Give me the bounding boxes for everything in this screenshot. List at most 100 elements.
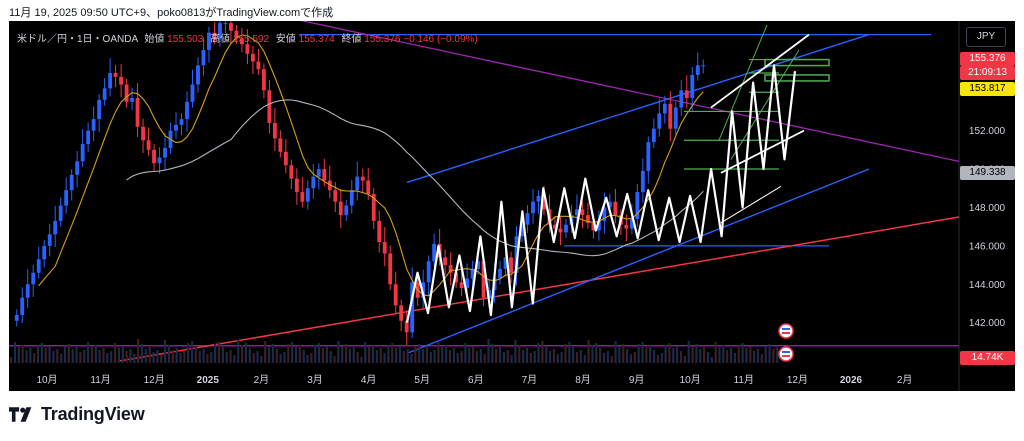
volume-bar (287, 344, 290, 363)
volume-bar (672, 348, 675, 363)
volume-bar (221, 347, 224, 363)
candle-body (152, 149, 156, 164)
volume-bar (187, 343, 190, 363)
volume-bar (13, 342, 17, 363)
volume-bar (267, 346, 271, 363)
currency-button[interactable]: JPY (966, 27, 1006, 47)
candle-body (459, 282, 464, 289)
candle-body (558, 228, 563, 233)
volume-bar (660, 353, 663, 363)
candle-body (207, 32, 211, 50)
x-tick-label: 7月 (522, 374, 538, 386)
purple-trendline (300, 21, 960, 162)
volume-bar (579, 350, 582, 363)
volume-bar (333, 356, 336, 363)
candle-body (250, 53, 255, 62)
volume-bar (441, 347, 444, 363)
candle-body (53, 220, 58, 235)
volume-bar (622, 344, 625, 363)
x-tick-label: 2026 (840, 375, 863, 386)
candle-body (14, 314, 19, 321)
volume-bar (664, 345, 667, 363)
candle-body (201, 49, 206, 66)
volume-bar (375, 350, 378, 363)
high-label: 高値 (210, 34, 231, 45)
volume-bar (629, 354, 633, 363)
volume-bar (495, 349, 498, 363)
volume-bar (98, 350, 101, 363)
volume-bar (210, 352, 213, 363)
volume-bar (133, 354, 136, 363)
candle-body (58, 205, 63, 221)
volume-bar (371, 345, 375, 363)
volume-bar (244, 343, 248, 363)
candle-body (163, 147, 167, 158)
volume-bar (29, 348, 32, 363)
open-label: 始値 (144, 34, 165, 45)
candle-body (69, 174, 74, 191)
volume-bar (776, 347, 779, 363)
volume-bar (572, 347, 575, 363)
volume-bar (75, 347, 78, 363)
us-flag-event-icon (782, 355, 790, 357)
volume-bar (699, 349, 702, 363)
volume-bar (737, 345, 740, 363)
candle-body (454, 272, 459, 283)
channel-bottom-line (406, 168, 870, 355)
candle-body (218, 23, 222, 39)
volume-bar (52, 351, 55, 363)
volume-bar (556, 354, 559, 363)
volume-bar (148, 347, 151, 363)
volume-bar (310, 353, 313, 363)
volume-bar (71, 349, 74, 363)
volume-bar (294, 347, 298, 363)
volume-bar (768, 344, 771, 363)
change-value: −0.146 (−0.09%) (403, 34, 478, 45)
volume-bar (641, 342, 644, 363)
chart-pane[interactable]: 140.000142.000144.000146.000148.000150.0… (9, 21, 1015, 391)
candle-body (701, 65, 706, 67)
us-flag-event-icon (782, 332, 790, 334)
volume-bar (379, 348, 382, 363)
candle-body (591, 222, 596, 231)
volume-bar (525, 348, 529, 363)
volume-bar (741, 343, 744, 363)
close-label: 終値 (341, 34, 362, 45)
volume-bar (475, 351, 479, 363)
x-tick-label: 2月 (254, 374, 270, 386)
symbol-info[interactable]: 米ドル／円・1日・OANDA (17, 34, 138, 45)
green-projection-line (718, 24, 768, 141)
volume-bar (626, 349, 629, 363)
volume-bar (679, 351, 683, 363)
zigzag-pattern (405, 64, 797, 323)
candle-body (443, 257, 448, 266)
volume-bar (283, 352, 286, 363)
volume-bar (352, 347, 355, 363)
candle-body (223, 23, 228, 25)
x-tick-label: 2月 (897, 374, 913, 386)
volume-bar (726, 350, 729, 363)
volume-bar (410, 354, 413, 363)
candle-body (113, 73, 118, 77)
volume-bar (549, 351, 552, 363)
volume-bar (683, 356, 686, 363)
candle-body (410, 282, 415, 333)
volume-bar (414, 346, 417, 363)
candle-body (432, 243, 437, 262)
volume-bar (506, 350, 509, 363)
volume-bar (610, 356, 613, 363)
y-tick-label: 144.000 (969, 280, 1006, 291)
volume-bar (460, 351, 463, 363)
x-tick-label: 5月 (414, 374, 430, 386)
volume-bar (745, 348, 748, 363)
volume-bar (206, 354, 209, 363)
candle-body (212, 32, 217, 39)
x-tick-label: 2025 (197, 375, 220, 386)
chart-legend: 米ドル／円・1日・OANDA 始値 155.503 高値 155.592 安値 … (17, 30, 478, 45)
volume-bar (48, 346, 51, 363)
candle-body (102, 88, 107, 100)
volume-bar (67, 344, 70, 363)
price-chart[interactable]: 140.000142.000144.000146.000148.000150.0… (9, 21, 1015, 391)
candle-body (190, 84, 195, 102)
volume-bar (198, 351, 201, 363)
